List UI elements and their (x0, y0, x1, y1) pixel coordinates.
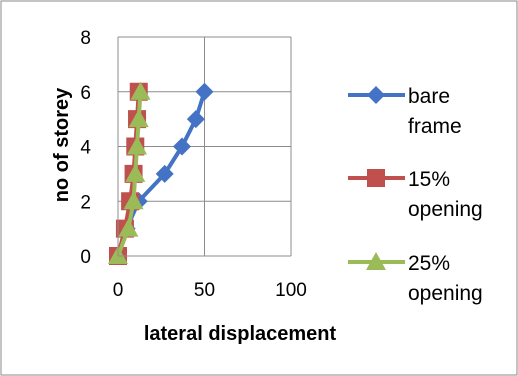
data-point (173, 137, 192, 156)
series-triangle (108, 81, 151, 264)
data-point (118, 218, 139, 237)
data-point (186, 110, 205, 129)
data-point (127, 136, 148, 155)
x-tick-label: 100 (275, 280, 307, 301)
data-point (123, 191, 144, 210)
legend: bare frame 15% opening 25% opening (348, 85, 483, 305)
y-tick-label: 0 (80, 247, 91, 268)
legend-entry: bare frame (348, 85, 462, 138)
legend-label: bare frame (408, 85, 462, 138)
x-tick-label: 50 (194, 280, 215, 301)
data-point (128, 109, 149, 128)
x-axis-title: lateral displacement (144, 323, 337, 345)
legend-label: 25% opening (408, 252, 483, 305)
y-tick-label: 6 (80, 83, 91, 104)
y-tick-label: 4 (80, 138, 91, 159)
data-point (155, 164, 174, 183)
y-axis-title: no of storey (51, 87, 73, 202)
legend-marker (367, 169, 385, 187)
y-tick-label: 2 (80, 192, 91, 213)
data-point (130, 81, 151, 100)
legend-entry: 25% opening (348, 252, 483, 305)
axes: 0 2 4 6 8 0 50 100 (80, 28, 306, 301)
legend-entry: 15% opening (348, 168, 483, 221)
x-tick-label: 0 (113, 280, 124, 301)
plot-area (108, 81, 214, 265)
legend-marker (366, 252, 386, 270)
legend-label: 15% opening (408, 168, 483, 221)
y-tick-label: 8 (80, 28, 91, 49)
legend-marker (367, 86, 385, 104)
data-point (195, 82, 214, 101)
data-point (125, 163, 146, 182)
